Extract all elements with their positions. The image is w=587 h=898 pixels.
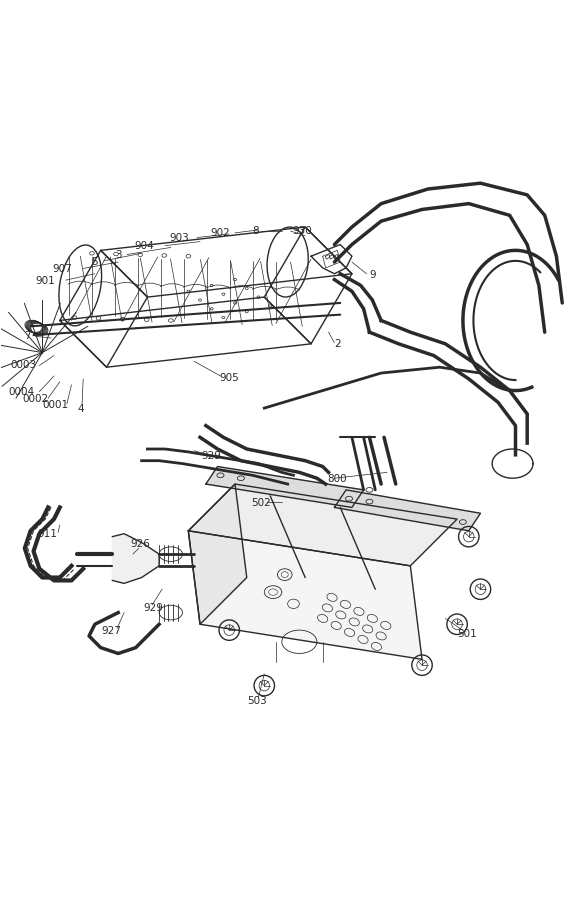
Polygon shape — [112, 533, 159, 584]
Text: 905: 905 — [220, 373, 239, 383]
Text: 3: 3 — [115, 250, 122, 260]
Text: 0001: 0001 — [42, 401, 68, 410]
Text: 2: 2 — [334, 339, 340, 348]
Text: 902: 902 — [211, 228, 230, 238]
Text: 0003: 0003 — [11, 360, 36, 371]
Text: 9: 9 — [369, 270, 376, 280]
Polygon shape — [188, 484, 457, 566]
Text: 930: 930 — [292, 226, 312, 236]
Text: 800: 800 — [328, 474, 347, 484]
Text: 501: 501 — [457, 629, 477, 639]
Text: 929: 929 — [202, 451, 222, 461]
Text: 0002: 0002 — [22, 394, 48, 404]
Text: 911: 911 — [37, 529, 57, 539]
Text: 8: 8 — [252, 226, 259, 236]
Text: 901: 901 — [35, 276, 55, 286]
Text: 7: 7 — [25, 331, 31, 341]
Polygon shape — [188, 531, 422, 659]
Text: 903: 903 — [170, 233, 190, 242]
Text: 502: 502 — [251, 497, 271, 507]
Text: 929: 929 — [143, 603, 163, 613]
Polygon shape — [188, 484, 247, 624]
Text: 926: 926 — [130, 539, 150, 549]
Text: 0004: 0004 — [9, 387, 35, 397]
Text: 5: 5 — [92, 257, 98, 267]
Text: 503: 503 — [247, 696, 267, 707]
Text: 904: 904 — [134, 241, 154, 251]
Polygon shape — [335, 490, 480, 531]
Polygon shape — [206, 467, 363, 507]
Text: 927: 927 — [102, 626, 121, 637]
Text: 907: 907 — [53, 264, 73, 274]
Text: 4: 4 — [77, 404, 83, 414]
